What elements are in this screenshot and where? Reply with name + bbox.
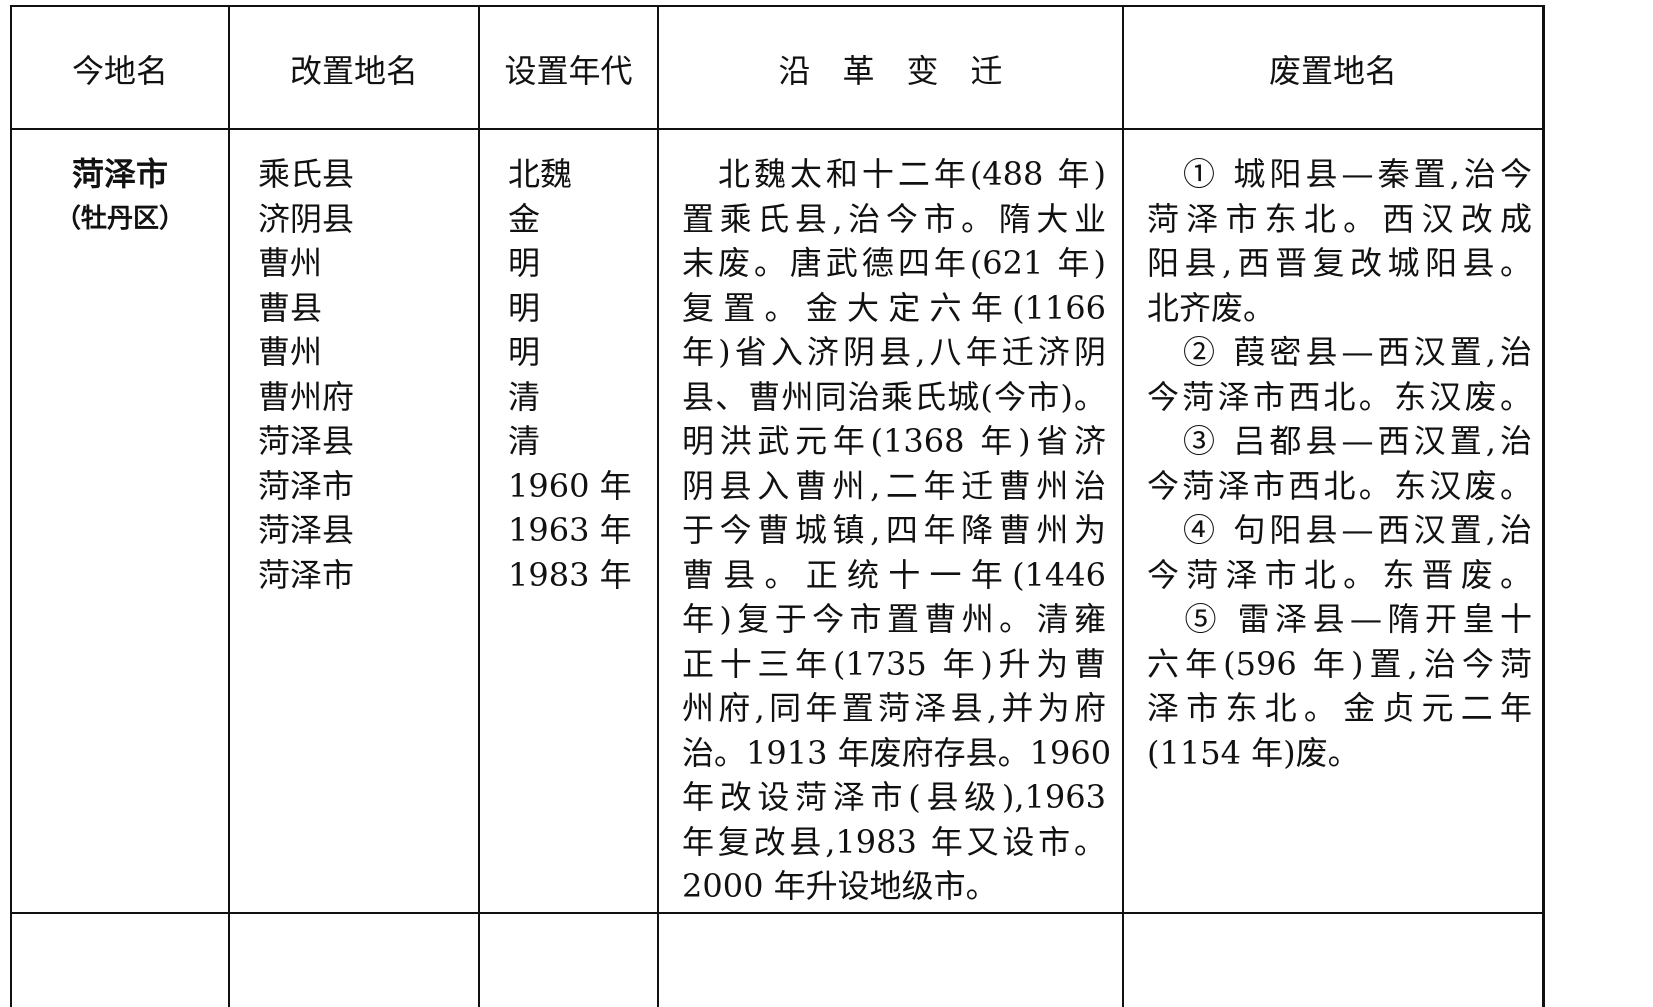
abolished-line: 泽市东北。金贞元二年 bbox=[1147, 689, 1532, 727]
year-entry: 明 bbox=[508, 333, 541, 371]
renamed-entry: 菏泽市 bbox=[258, 466, 355, 505]
abolished-line: (1154 年)废。 bbox=[1147, 733, 1360, 772]
abolished-line: ④ 句阳县—西汉置,治 bbox=[1147, 511, 1532, 549]
history-line: 治。1913 年废府存县。1960 bbox=[682, 733, 1112, 772]
column-divider bbox=[478, 7, 480, 1007]
abolished-line: 今菏泽市北。东晋废。 bbox=[1147, 555, 1532, 594]
history-line: 置乘氏县,治今市。隋大业 bbox=[682, 199, 1106, 238]
history-line: 末废。唐武德四年(621 年) bbox=[682, 244, 1106, 282]
column-divider bbox=[657, 7, 659, 1007]
abolished-cell: ① 城阳县—秦置,治今 菏泽市东北。西汉改成 阳县,西晋复改城阳县。 北齐废。 ② 葭… bbox=[1147, 152, 1532, 775]
history-cell: 北魏太和十二年(488 年) 置乘氏县,治今市。隋大业 末废。唐武德四年(621 年… bbox=[682, 152, 1112, 909]
abolished-line: 北齐废。 bbox=[1147, 288, 1276, 327]
abolished-line: ③ 吕都县—西汉置,治 bbox=[1147, 422, 1532, 460]
renamed-entry: 菏泽县 bbox=[258, 511, 355, 549]
header-divider bbox=[12, 128, 1542, 130]
year-entry: 明 bbox=[508, 244, 541, 282]
header-year: 设置年代 bbox=[504, 51, 633, 90]
year-entry: 北魏 bbox=[508, 155, 573, 193]
history-line: 2000 年升设地级市。 bbox=[682, 867, 998, 905]
abolished-line: 阳县,西晋复改城阳县。 bbox=[1147, 244, 1532, 282]
abolished-line: ① 城阳县—秦置,治今 bbox=[1147, 155, 1532, 193]
abolished-line: 菏泽市东北。西汉改成 bbox=[1147, 199, 1532, 238]
gazetteer-table: 今地名 改置地名 设置年代 沿 革 变 迁 废置地名 菏泽市 （牡丹区） 乘氏县… bbox=[10, 5, 1545, 1007]
history-line: 复置。金大定六年(1166 bbox=[682, 288, 1106, 327]
year-entry: 清 bbox=[508, 422, 541, 460]
renamed-entry: 乘氏县 bbox=[258, 155, 355, 193]
history-line: 正十三年(1735 年)升为曹 bbox=[682, 644, 1106, 683]
column-divider bbox=[1122, 7, 1124, 1007]
renamed-entry: 菏泽县 bbox=[258, 422, 355, 460]
history-line: 年改设菏泽市(县级),1963 bbox=[682, 778, 1106, 816]
renamed-entry: 曹州 bbox=[258, 244, 323, 282]
history-line: 曹县。正统十一年(1446 bbox=[682, 555, 1106, 594]
header-renamed: 改置地名 bbox=[289, 51, 418, 90]
current-name-note: （牡丹区） bbox=[54, 203, 185, 234]
year-entry: 1983 年 bbox=[508, 555, 632, 594]
abolished-line: ⑤ 雷泽县—隋开皇十 bbox=[1147, 600, 1532, 638]
year-entry: 清 bbox=[508, 377, 541, 416]
history-line: 年复改县,1983 年又设市。 bbox=[682, 822, 1106, 861]
abolished-line: 今菏泽市西北。东汉废。 bbox=[1147, 466, 1532, 505]
current-name: 菏泽市 bbox=[71, 155, 168, 193]
year-entry: 1960 年 bbox=[508, 466, 632, 505]
history-line: 县、曹州同治乘氏城(今市)。 bbox=[682, 377, 1106, 416]
history-line: 明洪武元年(1368 年)省济 bbox=[682, 422, 1106, 460]
abolished-line: 今菏泽市西北。东汉废。 bbox=[1147, 377, 1532, 416]
history-line: 于今曹城镇,四年降曹州为 bbox=[682, 511, 1106, 549]
history-line: 年)复于今市置曹州。清雍 bbox=[682, 600, 1106, 638]
header-current-name: 今地名 bbox=[71, 51, 168, 90]
history-line: 年)省入济阴县,八年迁济阴 bbox=[682, 333, 1106, 371]
history-line: 北魏太和十二年(488 年) bbox=[682, 155, 1106, 193]
header-history: 沿 革 变 迁 bbox=[778, 51, 1003, 90]
row-divider bbox=[12, 912, 1542, 914]
renamed-entry: 曹县 bbox=[258, 288, 323, 327]
renamed-entry: 菏泽市 bbox=[258, 555, 355, 594]
year-entry: 1963 年 bbox=[508, 511, 632, 549]
renamed-entry: 曹州 bbox=[258, 333, 323, 371]
header-abolished: 废置地名 bbox=[1268, 51, 1397, 90]
column-divider bbox=[228, 7, 230, 1007]
year-entry: 明 bbox=[508, 288, 541, 327]
history-line: 阴县入曹州,二年迁曹州治 bbox=[682, 466, 1106, 505]
renamed-cell: 乘氏县 济阴县 曹州 曹县 曹州 曹州府 菏泽县 菏泽市 菏泽县 菏泽市 bbox=[258, 152, 354, 597]
current-name-cell: 菏泽市 （牡丹区） bbox=[12, 152, 228, 241]
history-line: 州府,同年置菏泽县,并为府 bbox=[682, 689, 1106, 727]
renamed-entry: 曹州府 bbox=[258, 377, 355, 416]
abolished-line: 六年(596 年)置,治今菏 bbox=[1147, 644, 1532, 683]
abolished-line: ② 葭密县—西汉置,治 bbox=[1147, 333, 1532, 371]
year-entry: 金 bbox=[508, 199, 541, 238]
renamed-entry: 济阴县 bbox=[258, 199, 355, 238]
year-cell: 北魏金明明明清清 1960 年 1963 年 1983 年 bbox=[508, 152, 632, 597]
